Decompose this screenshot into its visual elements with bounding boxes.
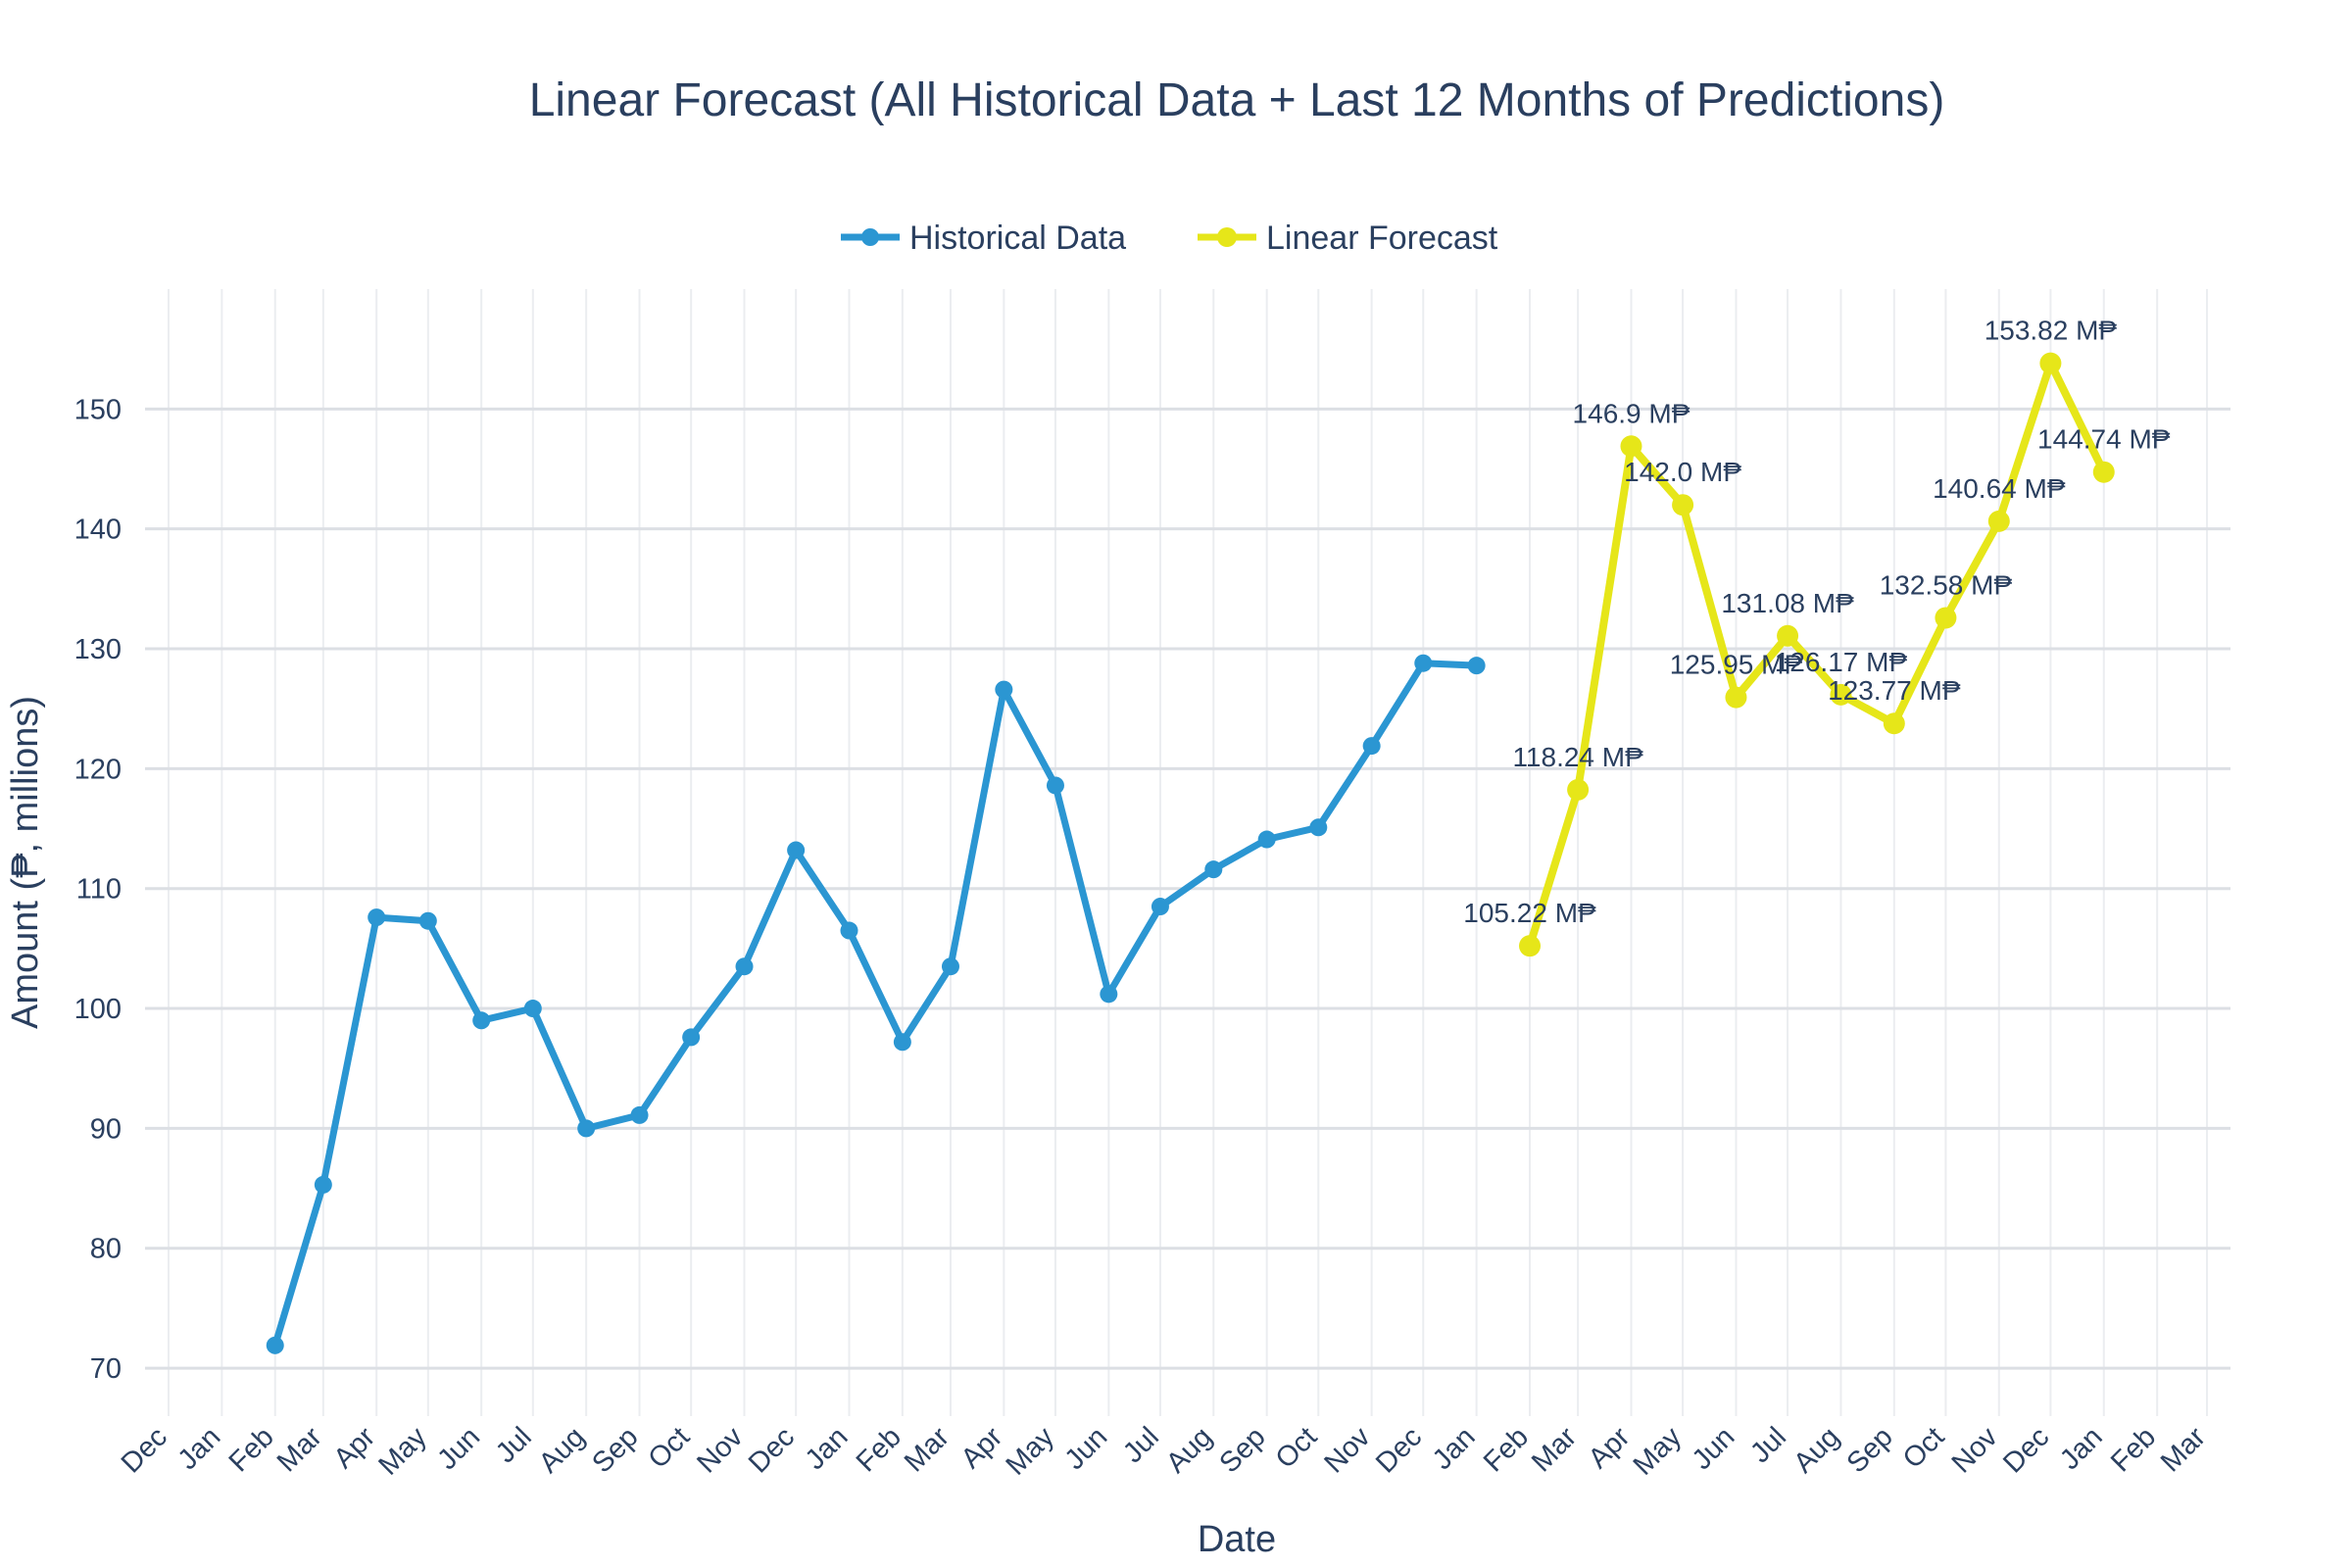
historical-point[interactable] — [995, 680, 1013, 699]
forecast-point[interactable] — [2039, 352, 2062, 374]
forecast-data-label: 131.08 M₱ — [1721, 588, 1854, 618]
y-tick-label: 150 — [74, 394, 122, 425]
forecast-data-label: 144.74 M₱ — [2037, 424, 2171, 455]
historical-point[interactable] — [266, 1336, 284, 1354]
forecast-data-label: 118.24 M₱ — [1512, 742, 1643, 772]
historical-point[interactable] — [472, 1011, 491, 1030]
historical-point[interactable] — [630, 1105, 649, 1124]
historical-point[interactable] — [1046, 776, 1064, 795]
forecast-point[interactable] — [1987, 510, 2010, 532]
forecast-data-label: 105.22 M₱ — [1463, 898, 1596, 928]
legend-forecast-label: Linear Forecast — [1266, 220, 1498, 257]
historical-point[interactable] — [1257, 830, 1276, 849]
forecast-data-label: 153.82 M₱ — [1984, 316, 2118, 346]
plot-area — [266, 352, 2115, 1354]
y-tick-label: 110 — [76, 874, 122, 906]
forecast-point[interactable] — [1725, 686, 1747, 709]
forecast-data-label: 140.64 M₱ — [1933, 473, 2066, 504]
forecast-point[interactable] — [1567, 778, 1590, 801]
forecast-data-label: 132.58 M₱ — [1880, 569, 2013, 600]
forecast-point[interactable] — [1620, 435, 1642, 458]
forecast-point[interactable] — [2092, 461, 2115, 483]
forecast-point[interactable] — [1883, 712, 1905, 735]
y-axis-title: Amount (₱, millions) — [5, 696, 46, 1029]
y-tick-label: 90 — [90, 1113, 122, 1145]
forecast-point[interactable] — [1935, 607, 1957, 629]
historical-point[interactable] — [1204, 860, 1223, 879]
historical-line — [271, 660, 1481, 1349]
forecast-data-label: 126.17 M₱ — [1775, 647, 1908, 677]
y-tick-label: 120 — [74, 754, 122, 785]
forecast-point[interactable] — [1777, 624, 1799, 647]
y-tick-label: 100 — [74, 994, 122, 1025]
historical-point[interactable] — [840, 921, 858, 940]
historical-point[interactable] — [577, 1119, 596, 1138]
historical-point[interactable] — [523, 1000, 542, 1018]
historical-point[interactable] — [314, 1175, 332, 1194]
y-tick-label: 70 — [90, 1353, 122, 1385]
historical-point[interactable] — [1151, 898, 1169, 916]
forecast-data-label: 123.77 M₱ — [1828, 675, 1961, 706]
forecast-data-label: 142.0 M₱ — [1624, 457, 1741, 487]
historical-point[interactable] — [418, 911, 437, 930]
historical-point[interactable] — [1309, 818, 1328, 837]
forecast-point[interactable] — [1672, 494, 1694, 516]
historical-point[interactable] — [682, 1028, 701, 1047]
legend-historical-label: Historical Data — [909, 220, 1126, 257]
forecast-line — [1526, 359, 2108, 951]
grid — [145, 289, 2230, 1416]
legend[interactable]: Historical Data Linear Forecast — [841, 220, 1498, 257]
y-tick-label: 80 — [90, 1234, 122, 1265]
historical-point[interactable] — [1467, 657, 1486, 675]
historical-point[interactable] — [787, 841, 806, 859]
legend-forecast-marker — [1217, 227, 1237, 247]
historical-point[interactable] — [368, 908, 386, 927]
forecast-data-label: 125.95 M₱ — [1670, 650, 1803, 680]
y-tick-label: 130 — [74, 634, 122, 665]
historical-point[interactable] — [1100, 985, 1118, 1004]
data-labels: 105.22 M₱ 118.24 M₱ 146.9 M₱ 142.0 M₱ 125.95… — [1463, 316, 2171, 929]
historical-point[interactable] — [941, 957, 959, 976]
historical-point[interactable] — [893, 1033, 911, 1052]
chart-title: Linear Forecast (All Historical Data + L… — [529, 74, 1945, 126]
x-axis-title: Date — [1198, 1519, 1276, 1560]
legend-item-historical[interactable]: Historical Data — [841, 220, 1126, 257]
historical-point[interactable] — [735, 957, 754, 976]
forecast-point[interactable] — [1830, 683, 1852, 706]
legend-historical-marker — [861, 228, 879, 246]
historical-point[interactable] — [1362, 737, 1381, 756]
y-tick-label: 140 — [74, 514, 122, 546]
historical-point[interactable] — [1414, 654, 1433, 672]
forecast-point[interactable] — [1519, 935, 1542, 957]
legend-item-forecast[interactable]: Linear Forecast — [1198, 220, 1498, 257]
forecast-data-label: 146.9 M₱ — [1573, 398, 1690, 428]
